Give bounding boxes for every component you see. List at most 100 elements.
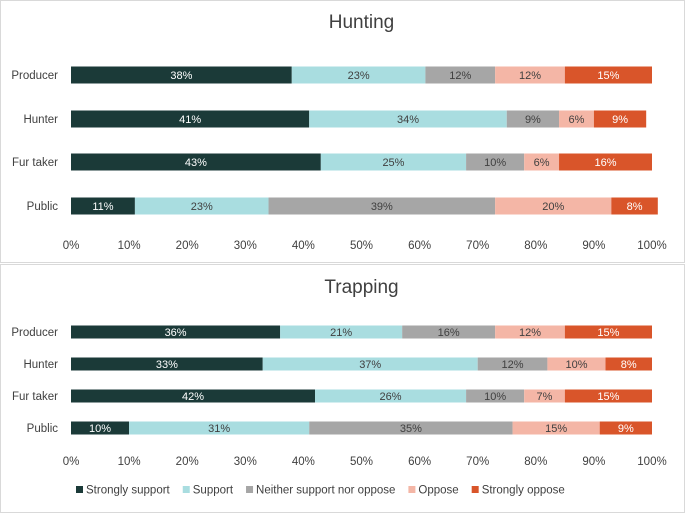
data-label: 37%	[359, 359, 381, 371]
x-tick-label: 80%	[524, 240, 547, 252]
data-label: 38%	[170, 70, 192, 82]
x-tick-label: 100%	[637, 240, 666, 252]
trapping-chart: Trapping Producer 36% 21% 16% 12% 15% Hunter 33%…	[0, 264, 685, 513]
bar-segment-strongly-support	[71, 153, 321, 171]
bar-segment-support	[320, 153, 467, 171]
x-tick-label: 90%	[582, 240, 605, 252]
hunting-chart: Hunting Producer 38% 23% 12% 12% 15% Hunter 41% 3…	[0, 0, 685, 263]
bar-segment-neither-support-nor-oppose	[268, 197, 496, 215]
legend-label: Support	[193, 485, 234, 497]
x-tick-label: 70%	[466, 240, 489, 252]
bar-segment-support	[134, 197, 269, 215]
x-tick-label: 40%	[292, 240, 315, 252]
category-label: Producer	[11, 327, 58, 339]
x-tick-label: 90%	[582, 456, 605, 468]
chart-title: Trapping	[324, 277, 398, 298]
bar-segment-support	[129, 421, 310, 435]
data-label: 15%	[545, 423, 567, 435]
chart-frame	[0, 264, 685, 513]
bar-segment-oppose	[547, 357, 606, 371]
x-tick-label: 60%	[408, 240, 431, 252]
data-label: 43%	[185, 157, 207, 169]
data-label: 36%	[165, 327, 187, 339]
bar-segment-oppose	[495, 325, 565, 339]
data-label: 41%	[179, 114, 201, 126]
data-label: 12%	[519, 70, 541, 82]
data-label: 42%	[182, 391, 204, 403]
data-label: 10%	[565, 359, 587, 371]
bar-segment-neither-support-nor-oppose	[402, 325, 496, 339]
category-label: Hunter	[23, 359, 58, 371]
category-label: Public	[27, 423, 59, 435]
chart-frame	[0, 0, 685, 263]
bar-segment-strongly-oppose	[564, 325, 652, 339]
data-label: 16%	[438, 327, 460, 339]
data-label: 9%	[618, 423, 634, 435]
legend-item-neither-support-nor-oppose: Neither support nor oppose	[246, 485, 395, 497]
data-label: 15%	[597, 327, 619, 339]
data-label: 7%	[537, 391, 553, 403]
x-tick-label: 40%	[292, 456, 315, 468]
x-tick-label: 50%	[350, 240, 373, 252]
category-label: Fur taker	[12, 157, 58, 169]
bar-segment-oppose	[524, 389, 565, 403]
x-tick-label: 50%	[350, 456, 373, 468]
data-label: 33%	[156, 359, 178, 371]
chart-title: Hunting	[329, 12, 395, 33]
bar-segment-strongly-support	[71, 421, 130, 435]
x-tick-label: 10%	[118, 456, 141, 468]
legend-swatch	[246, 486, 254, 493]
data-label: 15%	[597, 391, 619, 403]
bar-segment-strongly-oppose	[611, 197, 658, 215]
data-label: 8%	[621, 359, 637, 371]
data-label: 34%	[397, 114, 419, 126]
x-tick-label: 30%	[234, 240, 257, 252]
x-tick-label: 0%	[63, 456, 80, 468]
legend-label: Strongly support	[86, 485, 171, 497]
legend-item-support: Support	[182, 485, 234, 497]
data-label: 25%	[382, 157, 404, 169]
legend-swatch	[76, 486, 83, 493]
legend-label: Strongly oppose	[482, 485, 565, 497]
bar-segment-strongly-oppose	[559, 153, 652, 171]
x-tick-label: 70%	[466, 456, 489, 468]
x-tick-label: 60%	[408, 456, 431, 468]
data-label: 16%	[595, 157, 617, 169]
category-label: Public	[27, 201, 59, 213]
data-label: 12%	[449, 70, 471, 82]
bar-segment-neither-support-nor-oppose	[466, 153, 525, 171]
data-label: 21%	[330, 327, 352, 339]
data-label: 9%	[525, 114, 541, 126]
data-label: 8%	[627, 201, 643, 213]
data-label: 6%	[569, 114, 585, 126]
data-label: 9%	[612, 114, 628, 126]
data-label: 12%	[502, 359, 524, 371]
category-label: Hunter	[23, 114, 58, 126]
bar-segment-strongly-oppose	[599, 421, 652, 435]
data-label: 20%	[542, 201, 564, 213]
bar-segment-strongly-support	[71, 357, 263, 371]
bar-segment-support	[291, 66, 426, 84]
x-tick-label: 80%	[524, 456, 547, 468]
category-label: Producer	[11, 70, 58, 82]
bar-segment-strongly-oppose	[564, 66, 652, 84]
x-tick-label: 100%	[637, 456, 666, 468]
bar-segment-neither-support-nor-oppose	[309, 421, 513, 435]
bar-segment-strongly-support	[71, 325, 281, 339]
legend-swatch	[471, 486, 479, 493]
bar-segment-neither-support-nor-oppose	[425, 66, 496, 84]
data-label: 39%	[371, 201, 393, 213]
legend-swatch	[182, 486, 190, 493]
data-label: 11%	[92, 201, 113, 213]
data-label: 23%	[191, 201, 213, 213]
legend-item-strongly-oppose: Strongly oppose	[471, 485, 565, 497]
x-tick-label: 20%	[176, 456, 199, 468]
bar-segment-strongly-oppose	[593, 110, 647, 128]
data-label: 23%	[348, 70, 370, 82]
bar-segment-strongly-support	[71, 110, 310, 128]
bar-segment-support	[280, 325, 403, 339]
legend-item-strongly-support: Strongly support	[76, 485, 171, 497]
bar-segment-oppose	[495, 66, 565, 84]
